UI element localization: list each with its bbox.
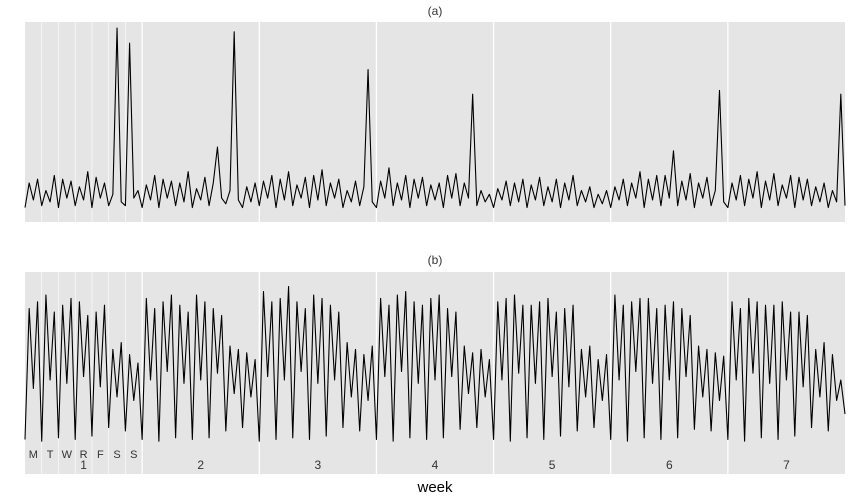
x-tick-label: 5 (549, 458, 556, 472)
day-tick-label: W (62, 449, 73, 461)
x-tick-label: 4 (432, 458, 439, 472)
x-tick-label: 7 (783, 458, 790, 472)
day-tick-label: S (113, 449, 120, 461)
x-tick-label: 3 (315, 458, 322, 472)
series-line (24, 27, 846, 209)
x-axis-label: week (416, 479, 453, 496)
series-line (24, 285, 846, 442)
panel-title: (a) (428, 4, 443, 18)
x-tick-label: 1 (80, 458, 87, 472)
panel-title: (b) (428, 253, 443, 267)
day-tick-label: R (80, 449, 88, 461)
x-tick-label: 2 (197, 458, 204, 472)
day-tick-label: M (29, 449, 38, 461)
day-tick-label: S (130, 449, 137, 461)
x-tick-label: 6 (666, 458, 673, 472)
day-tick-label: F (97, 449, 104, 461)
day-tick-label: T (47, 449, 54, 461)
